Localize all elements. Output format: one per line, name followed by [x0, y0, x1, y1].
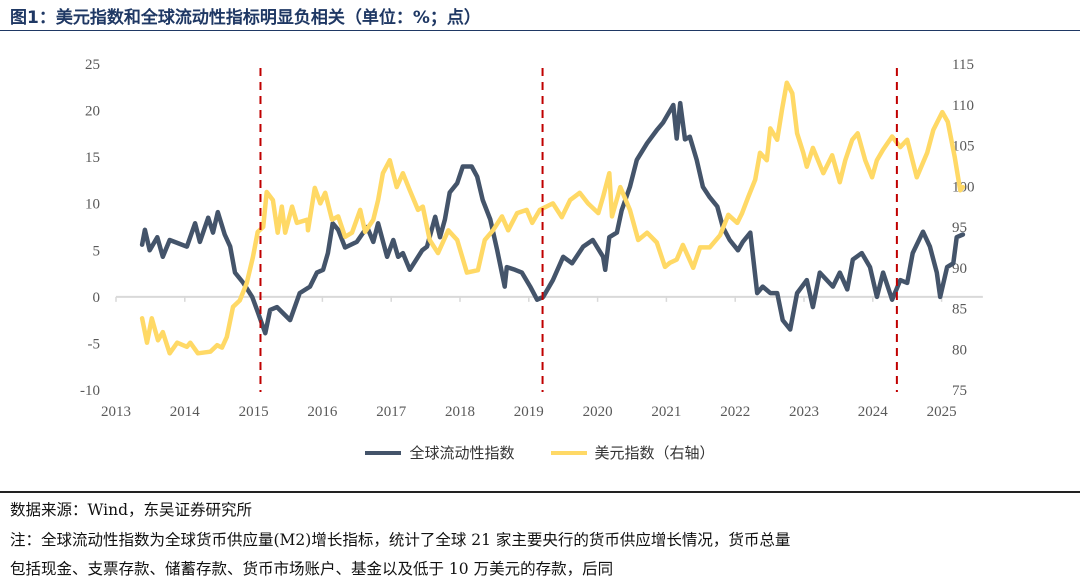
legend: 全球流动性指数 美元指数（右轴） — [0, 442, 1080, 463]
y-left-tick-label: 10 — [85, 197, 100, 213]
y-left-tick-label: 0 — [93, 290, 101, 306]
y-right-tick-label: 75 — [952, 383, 967, 399]
x-tick-label: 2022 — [720, 404, 750, 420]
y-right-tick-label: 95 — [952, 220, 967, 236]
x-tick-label: 2020 — [583, 404, 613, 420]
x-tick-label: 2014 — [170, 404, 201, 420]
y-right-tick-label: 85 — [952, 302, 967, 318]
legend-item-liquidity: 全球流动性指数 — [365, 442, 515, 463]
y-left-tick-label: -5 — [88, 336, 101, 352]
legend-item-dollar: 美元指数（右轴） — [550, 442, 715, 463]
x-tick-label: 2019 — [514, 404, 544, 420]
y-left-tick-label: 15 — [85, 150, 100, 166]
series-line-dollar-index — [139, 80, 966, 356]
y-left-tick-label: 5 — [93, 243, 101, 259]
legend-label: 全球流动性指数 — [409, 444, 515, 462]
x-tick-label: 2025 — [927, 404, 957, 420]
y-right-tick-label: 80 — [952, 342, 967, 358]
legend-label: 美元指数（右轴） — [594, 444, 715, 462]
y-right-tick-label: 105 — [952, 139, 975, 155]
chart: 2013 2014 2015 2016 2017 2018 2019 2020 2021 2022… — [80, 57, 983, 420]
x-tick-label: 2023 — [789, 404, 819, 420]
y-left-tick-label: 20 — [85, 104, 100, 120]
figure-title: 图1：美元指数和全球流动性指标明显负相关（单位：%；点） — [10, 8, 481, 28]
x-tick-label: 2018 — [445, 404, 475, 420]
footer-divider — [0, 491, 1080, 493]
x-tick-label: 2024 — [858, 404, 889, 420]
source-text: 数据来源：Wind，东吴证券研究所 — [10, 501, 253, 519]
legend-swatch-liquidity — [365, 450, 402, 455]
x-tick-label: 2016 — [307, 404, 338, 420]
x-tick-label: 2015 — [239, 404, 269, 420]
y-left-tick-label: 25 — [85, 57, 100, 73]
y-right-tick-label: 115 — [952, 57, 974, 73]
legend-swatch-dollar — [550, 450, 587, 455]
y-right-tick-label: 110 — [952, 98, 974, 114]
y-left-tick-label: -10 — [80, 383, 100, 399]
note-line-2: 包括现金、支票存款、储蓄存款、货币市场账户、基金以及低于 10 万美元的存款，后… — [10, 560, 614, 578]
note-line-1: 注：全球流动性指数为全球货币供应量(M2)增长指标，统计了全球 21 家主要央行… — [10, 531, 791, 549]
x-tick-label: 2013 — [101, 404, 131, 420]
series-line-global-liquidity — [139, 100, 966, 336]
x-tick-label: 2021 — [651, 404, 681, 420]
title-divider — [0, 30, 1080, 31]
y-right-tick-label: 90 — [952, 261, 967, 277]
x-tick-label: 2017 — [376, 404, 407, 420]
